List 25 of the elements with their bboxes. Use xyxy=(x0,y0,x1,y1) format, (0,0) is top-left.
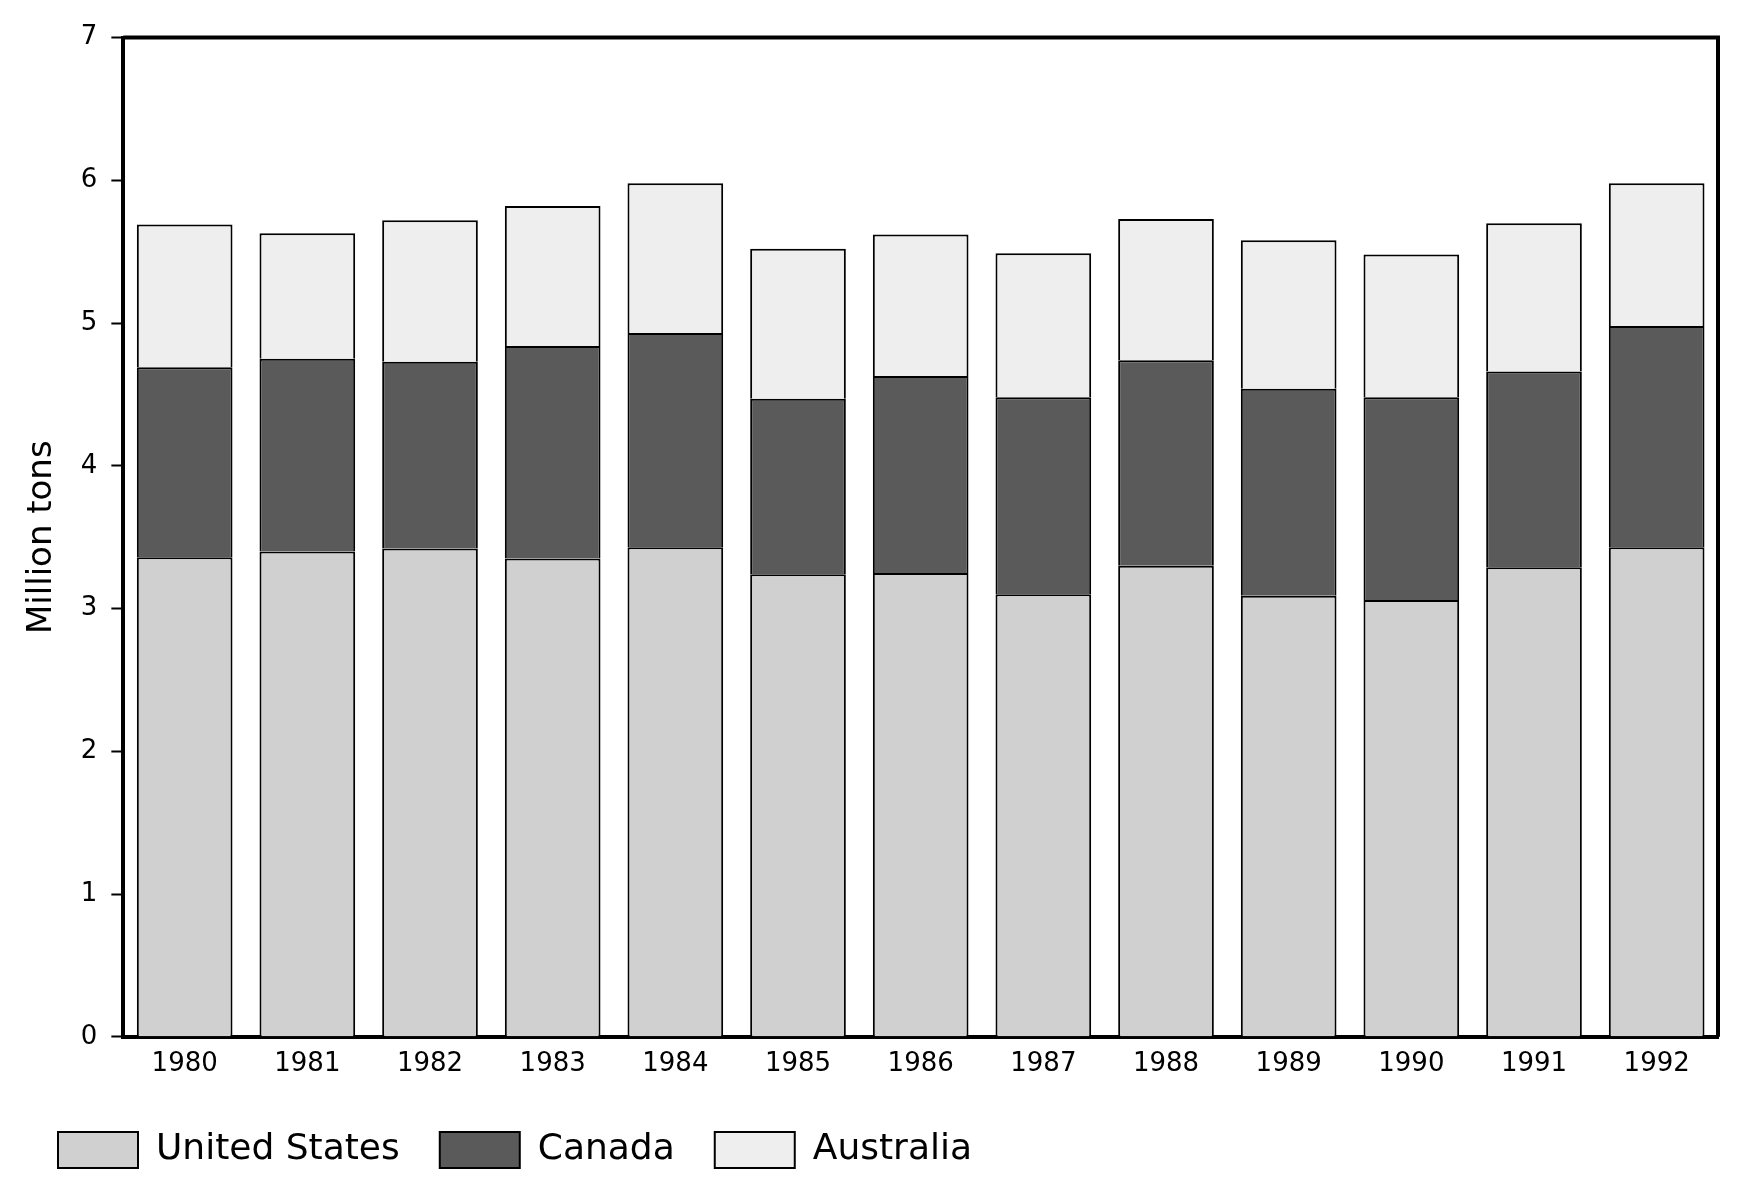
legend-label: United States xyxy=(156,1126,400,1168)
y-tick-label: 0 xyxy=(80,1019,98,1050)
x-tick-label: 1981 xyxy=(274,1047,341,1078)
legend-label: Australia xyxy=(812,1126,973,1168)
y-axis-title: Million tons xyxy=(19,440,60,635)
y-tick-label: 3 xyxy=(80,591,98,622)
y-tick-label: 2 xyxy=(80,734,98,765)
x-tick-label: 1984 xyxy=(642,1047,709,1078)
x-tick-label: 1991 xyxy=(1500,1047,1568,1078)
y-tick-label: 1 xyxy=(80,876,98,907)
y-tick-label: 6 xyxy=(80,163,98,194)
x-tick-label: 1982 xyxy=(396,1047,464,1078)
x-tick-label: 1988 xyxy=(1132,1047,1200,1078)
x-tick-label: 1987 xyxy=(1010,1047,1077,1078)
y-tick-label: 5 xyxy=(80,305,98,336)
y-tick-label: 7 xyxy=(80,20,98,51)
x-tick-label: 1980 xyxy=(151,1047,218,1078)
x-tick-label: 1983 xyxy=(519,1047,586,1078)
x-tick-label: 1985 xyxy=(764,1047,832,1078)
x-tick-label: 1986 xyxy=(887,1047,954,1078)
legend-label: Canada xyxy=(537,1126,675,1168)
x-tick-label: 1990 xyxy=(1378,1047,1445,1078)
x-tick-label: 1989 xyxy=(1255,1047,1322,1078)
x-tick-label: 1992 xyxy=(1623,1047,1690,1078)
y-tick-label: 4 xyxy=(80,448,98,479)
